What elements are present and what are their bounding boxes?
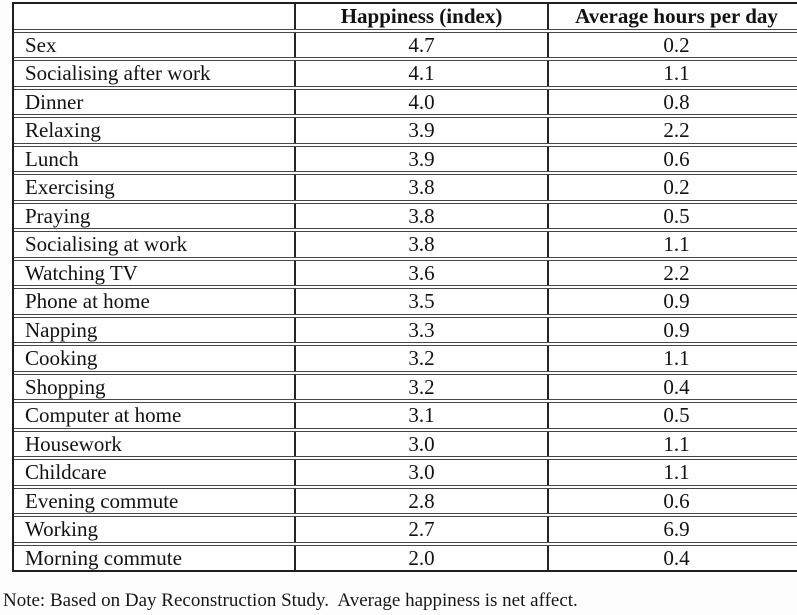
cell-hours: 1.1 bbox=[547, 230, 797, 261]
cell-hours: 0.4 bbox=[547, 372, 797, 403]
table-row: Watching TV 3.6 2.2 bbox=[14, 258, 797, 289]
cell-hours: 0.4 bbox=[547, 543, 797, 570]
cell-activity: Working bbox=[14, 515, 295, 546]
table-row: Cooking 3.2 1.1 bbox=[14, 344, 797, 375]
cell-hours: 6.9 bbox=[547, 515, 797, 546]
cell-hours: 2.2 bbox=[547, 116, 797, 147]
table-row: Socialising after work 4.1 1.1 bbox=[14, 59, 797, 90]
table-row: Exercising 3.8 0.2 bbox=[14, 173, 797, 204]
cell-happiness: 4.1 bbox=[294, 59, 548, 90]
cell-happiness: 2.0 bbox=[294, 543, 548, 570]
cell-happiness: 4.0 bbox=[294, 87, 548, 118]
table-row: Computer at home 3.1 0.5 bbox=[14, 401, 797, 432]
cell-hours: 0.5 bbox=[547, 201, 797, 232]
cell-activity: Computer at home bbox=[14, 401, 295, 432]
cell-hours: 1.1 bbox=[547, 458, 797, 489]
activities-happiness-table: Happiness (index) Average hours per day … bbox=[12, 2, 797, 572]
cell-activity: Exercising bbox=[14, 173, 295, 204]
table-row: Working 2.7 6.9 bbox=[14, 515, 797, 546]
cell-happiness: 3.3 bbox=[294, 315, 548, 346]
cell-happiness: 3.6 bbox=[294, 258, 548, 289]
cell-activity: Phone at home bbox=[14, 287, 295, 318]
cell-activity: Socialising at work bbox=[14, 230, 295, 261]
cell-hours: 0.9 bbox=[547, 287, 797, 318]
cell-happiness: 3.0 bbox=[294, 429, 548, 460]
table-row: Childcare 3.0 1.1 bbox=[14, 458, 797, 489]
cell-happiness: 3.8 bbox=[294, 201, 548, 232]
cell-happiness: 3.2 bbox=[294, 344, 548, 375]
table-row: Shopping 3.2 0.4 bbox=[14, 372, 797, 403]
cell-activity: Sex bbox=[14, 30, 295, 61]
cell-happiness: 4.7 bbox=[294, 30, 548, 61]
cell-happiness: 3.0 bbox=[294, 458, 548, 489]
cell-hours: 0.6 bbox=[547, 144, 797, 175]
cell-hours: 0.2 bbox=[547, 30, 797, 61]
data-table: Happiness (index) Average hours per day … bbox=[14, 4, 797, 570]
table-row: Napping 3.3 0.9 bbox=[14, 315, 797, 346]
table-row: Phone at home 3.5 0.9 bbox=[14, 287, 797, 318]
column-header-average-hours: Average hours per day bbox=[547, 4, 797, 33]
cell-hours: 0.5 bbox=[547, 401, 797, 432]
table-row: Lunch 3.9 0.6 bbox=[14, 144, 797, 175]
cell-happiness: 3.9 bbox=[294, 116, 548, 147]
cell-happiness: 2.7 bbox=[294, 515, 548, 546]
table-row: Housework 3.0 1.1 bbox=[14, 429, 797, 460]
header-row: Happiness (index) Average hours per day bbox=[14, 4, 797, 33]
cell-activity: Housework bbox=[14, 429, 295, 460]
table-body: Sex 4.7 0.2 Socialising after work 4.1 1.1 Din… bbox=[14, 30, 797, 570]
table-row: Evening commute 2.8 0.6 bbox=[14, 486, 797, 517]
cell-activity: Napping bbox=[14, 315, 295, 346]
column-header-happiness-index: Happiness (index) bbox=[294, 4, 548, 33]
cell-activity: Relaxing bbox=[14, 116, 295, 147]
cell-hours: 2.2 bbox=[547, 258, 797, 289]
table-row: Relaxing 3.9 2.2 bbox=[14, 116, 797, 147]
table-row: Morning commute 2.0 0.4 bbox=[14, 543, 797, 570]
table-row: Sex 4.7 0.2 bbox=[14, 30, 797, 61]
cell-activity: Shopping bbox=[14, 372, 295, 403]
cell-activity: Morning commute bbox=[25, 545, 182, 570]
cell-happiness: 2.8 bbox=[294, 486, 548, 517]
cell-happiness: 3.5 bbox=[294, 287, 548, 318]
cell-happiness: 3.8 bbox=[294, 230, 548, 261]
cell-hours: 1.1 bbox=[547, 344, 797, 375]
cell-hours: 0.9 bbox=[547, 315, 797, 346]
cell-hours: 1.1 bbox=[547, 59, 797, 90]
cell-activity: Childcare bbox=[14, 458, 295, 489]
table-row: Socialising at work 3.8 1.1 bbox=[14, 230, 797, 261]
cell-happiness: 3.2 bbox=[294, 372, 548, 403]
table-note: Note: Based on Day Reconstruction Study.… bbox=[3, 590, 578, 611]
table-header: Happiness (index) Average hours per day bbox=[14, 4, 797, 33]
cell-hours: 1.1 bbox=[547, 429, 797, 460]
table-row: Praying 3.8 0.5 bbox=[14, 201, 797, 232]
table-row: Dinner 4.0 0.8 bbox=[14, 87, 797, 118]
cell-happiness: 3.8 bbox=[294, 173, 548, 204]
column-header-activity bbox=[14, 4, 295, 33]
cell-activity: Cooking bbox=[14, 344, 295, 375]
cell-activity: Lunch bbox=[14, 144, 295, 175]
cell-hours: 0.6 bbox=[547, 486, 797, 517]
cell-activity: Evening commute bbox=[14, 486, 295, 517]
cell-activity: Dinner bbox=[14, 87, 295, 118]
cell-activity: Watching TV bbox=[14, 258, 295, 289]
cell-activity: Socialising after work bbox=[14, 59, 295, 90]
cell-happiness: 3.1 bbox=[294, 401, 548, 432]
cell-hours: 0.8 bbox=[547, 87, 797, 118]
cell-hours: 0.2 bbox=[547, 173, 797, 204]
cell-activity: Praying bbox=[14, 201, 295, 232]
cell-happiness: 3.9 bbox=[294, 144, 548, 175]
